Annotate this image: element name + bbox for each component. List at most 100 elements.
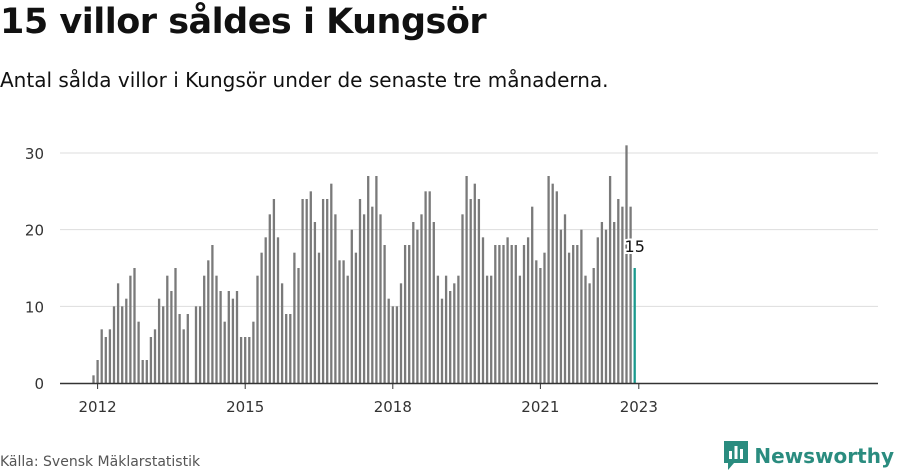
bar <box>547 176 550 383</box>
chart-subtitle: Antal sålda villor i Kungsör under de se… <box>0 68 609 92</box>
bar <box>494 245 497 383</box>
bar <box>252 321 255 383</box>
x-tick-label: 2015 <box>226 398 264 416</box>
bar <box>125 298 128 383</box>
bar <box>358 199 362 383</box>
bar <box>108 329 112 383</box>
bar <box>170 291 173 383</box>
bar <box>440 298 444 383</box>
bar <box>596 237 599 383</box>
bar <box>203 275 206 383</box>
bar <box>211 245 214 383</box>
bar <box>174 268 177 383</box>
bar <box>559 229 563 383</box>
chart-title: 15 villor såldes i Kungsör <box>0 2 487 42</box>
y-tick-label: 10 <box>25 298 44 316</box>
bar <box>104 337 107 383</box>
bar <box>424 191 427 383</box>
bar <box>576 245 579 383</box>
bar <box>371 206 374 383</box>
x-tick-label: 2021 <box>521 398 559 416</box>
bar <box>244 337 247 383</box>
bar <box>551 183 554 383</box>
bar <box>510 245 513 383</box>
bar <box>617 199 620 383</box>
bar <box>506 237 509 383</box>
bar <box>137 321 140 383</box>
bar <box>629 206 632 383</box>
bar <box>313 222 317 383</box>
bar <box>399 283 403 383</box>
y-tick-label: 30 <box>25 145 44 163</box>
bar <box>141 360 144 383</box>
bar <box>391 306 394 383</box>
bar <box>207 260 210 383</box>
bar <box>526 237 530 383</box>
x-tick-label: 2012 <box>79 398 117 416</box>
bar <box>112 306 116 383</box>
bar <box>182 329 185 383</box>
bar <box>379 214 382 383</box>
bar <box>580 229 583 383</box>
bar <box>449 291 452 383</box>
bar <box>342 260 345 383</box>
bar <box>408 245 411 383</box>
bar <box>133 268 136 383</box>
bar <box>387 298 390 383</box>
bar <box>428 191 431 383</box>
bar <box>395 306 399 383</box>
bar <box>264 237 267 383</box>
bar <box>461 214 464 383</box>
bar <box>416 229 419 383</box>
bar <box>162 306 165 383</box>
bar <box>280 283 284 383</box>
bar <box>268 214 271 383</box>
bar <box>215 275 218 383</box>
bar <box>608 176 612 383</box>
bar <box>502 245 505 383</box>
bar <box>604 229 608 383</box>
bar <box>465 176 468 383</box>
x-tick-label: 2018 <box>374 398 412 416</box>
bar <box>223 321 226 383</box>
bar <box>621 206 624 383</box>
bar <box>600 222 604 383</box>
bar <box>338 260 341 383</box>
bar <box>235 291 239 383</box>
bar <box>412 222 415 383</box>
bar <box>317 252 321 383</box>
bar <box>330 183 333 383</box>
y-tick-label: 0 <box>34 375 44 393</box>
bar <box>490 275 493 383</box>
bar <box>592 268 595 383</box>
bar <box>305 199 308 383</box>
bar <box>145 360 148 383</box>
bar <box>403 245 407 383</box>
bar <box>367 176 370 383</box>
bar <box>276 237 280 383</box>
bar <box>293 252 296 383</box>
bar <box>563 214 567 383</box>
bar <box>285 314 288 383</box>
bar <box>92 375 95 383</box>
bar <box>260 252 263 383</box>
bar <box>485 275 489 383</box>
highlight-bar <box>633 268 636 383</box>
bar <box>613 222 616 383</box>
highlight-value-label: 15 <box>625 237 645 256</box>
source-note: Källa: Svensk Mäklarstatistik <box>0 454 201 470</box>
bar <box>457 275 460 383</box>
x-tick-label: 2023 <box>620 398 658 416</box>
bar <box>453 283 456 383</box>
bar <box>321 199 325 383</box>
bar <box>301 199 304 383</box>
bar <box>346 275 349 383</box>
bar <box>362 214 366 383</box>
bar <box>625 145 628 383</box>
bar <box>116 283 120 383</box>
bar <box>309 191 312 383</box>
bar <box>436 275 440 383</box>
bar <box>477 199 481 383</box>
bar <box>469 199 472 383</box>
